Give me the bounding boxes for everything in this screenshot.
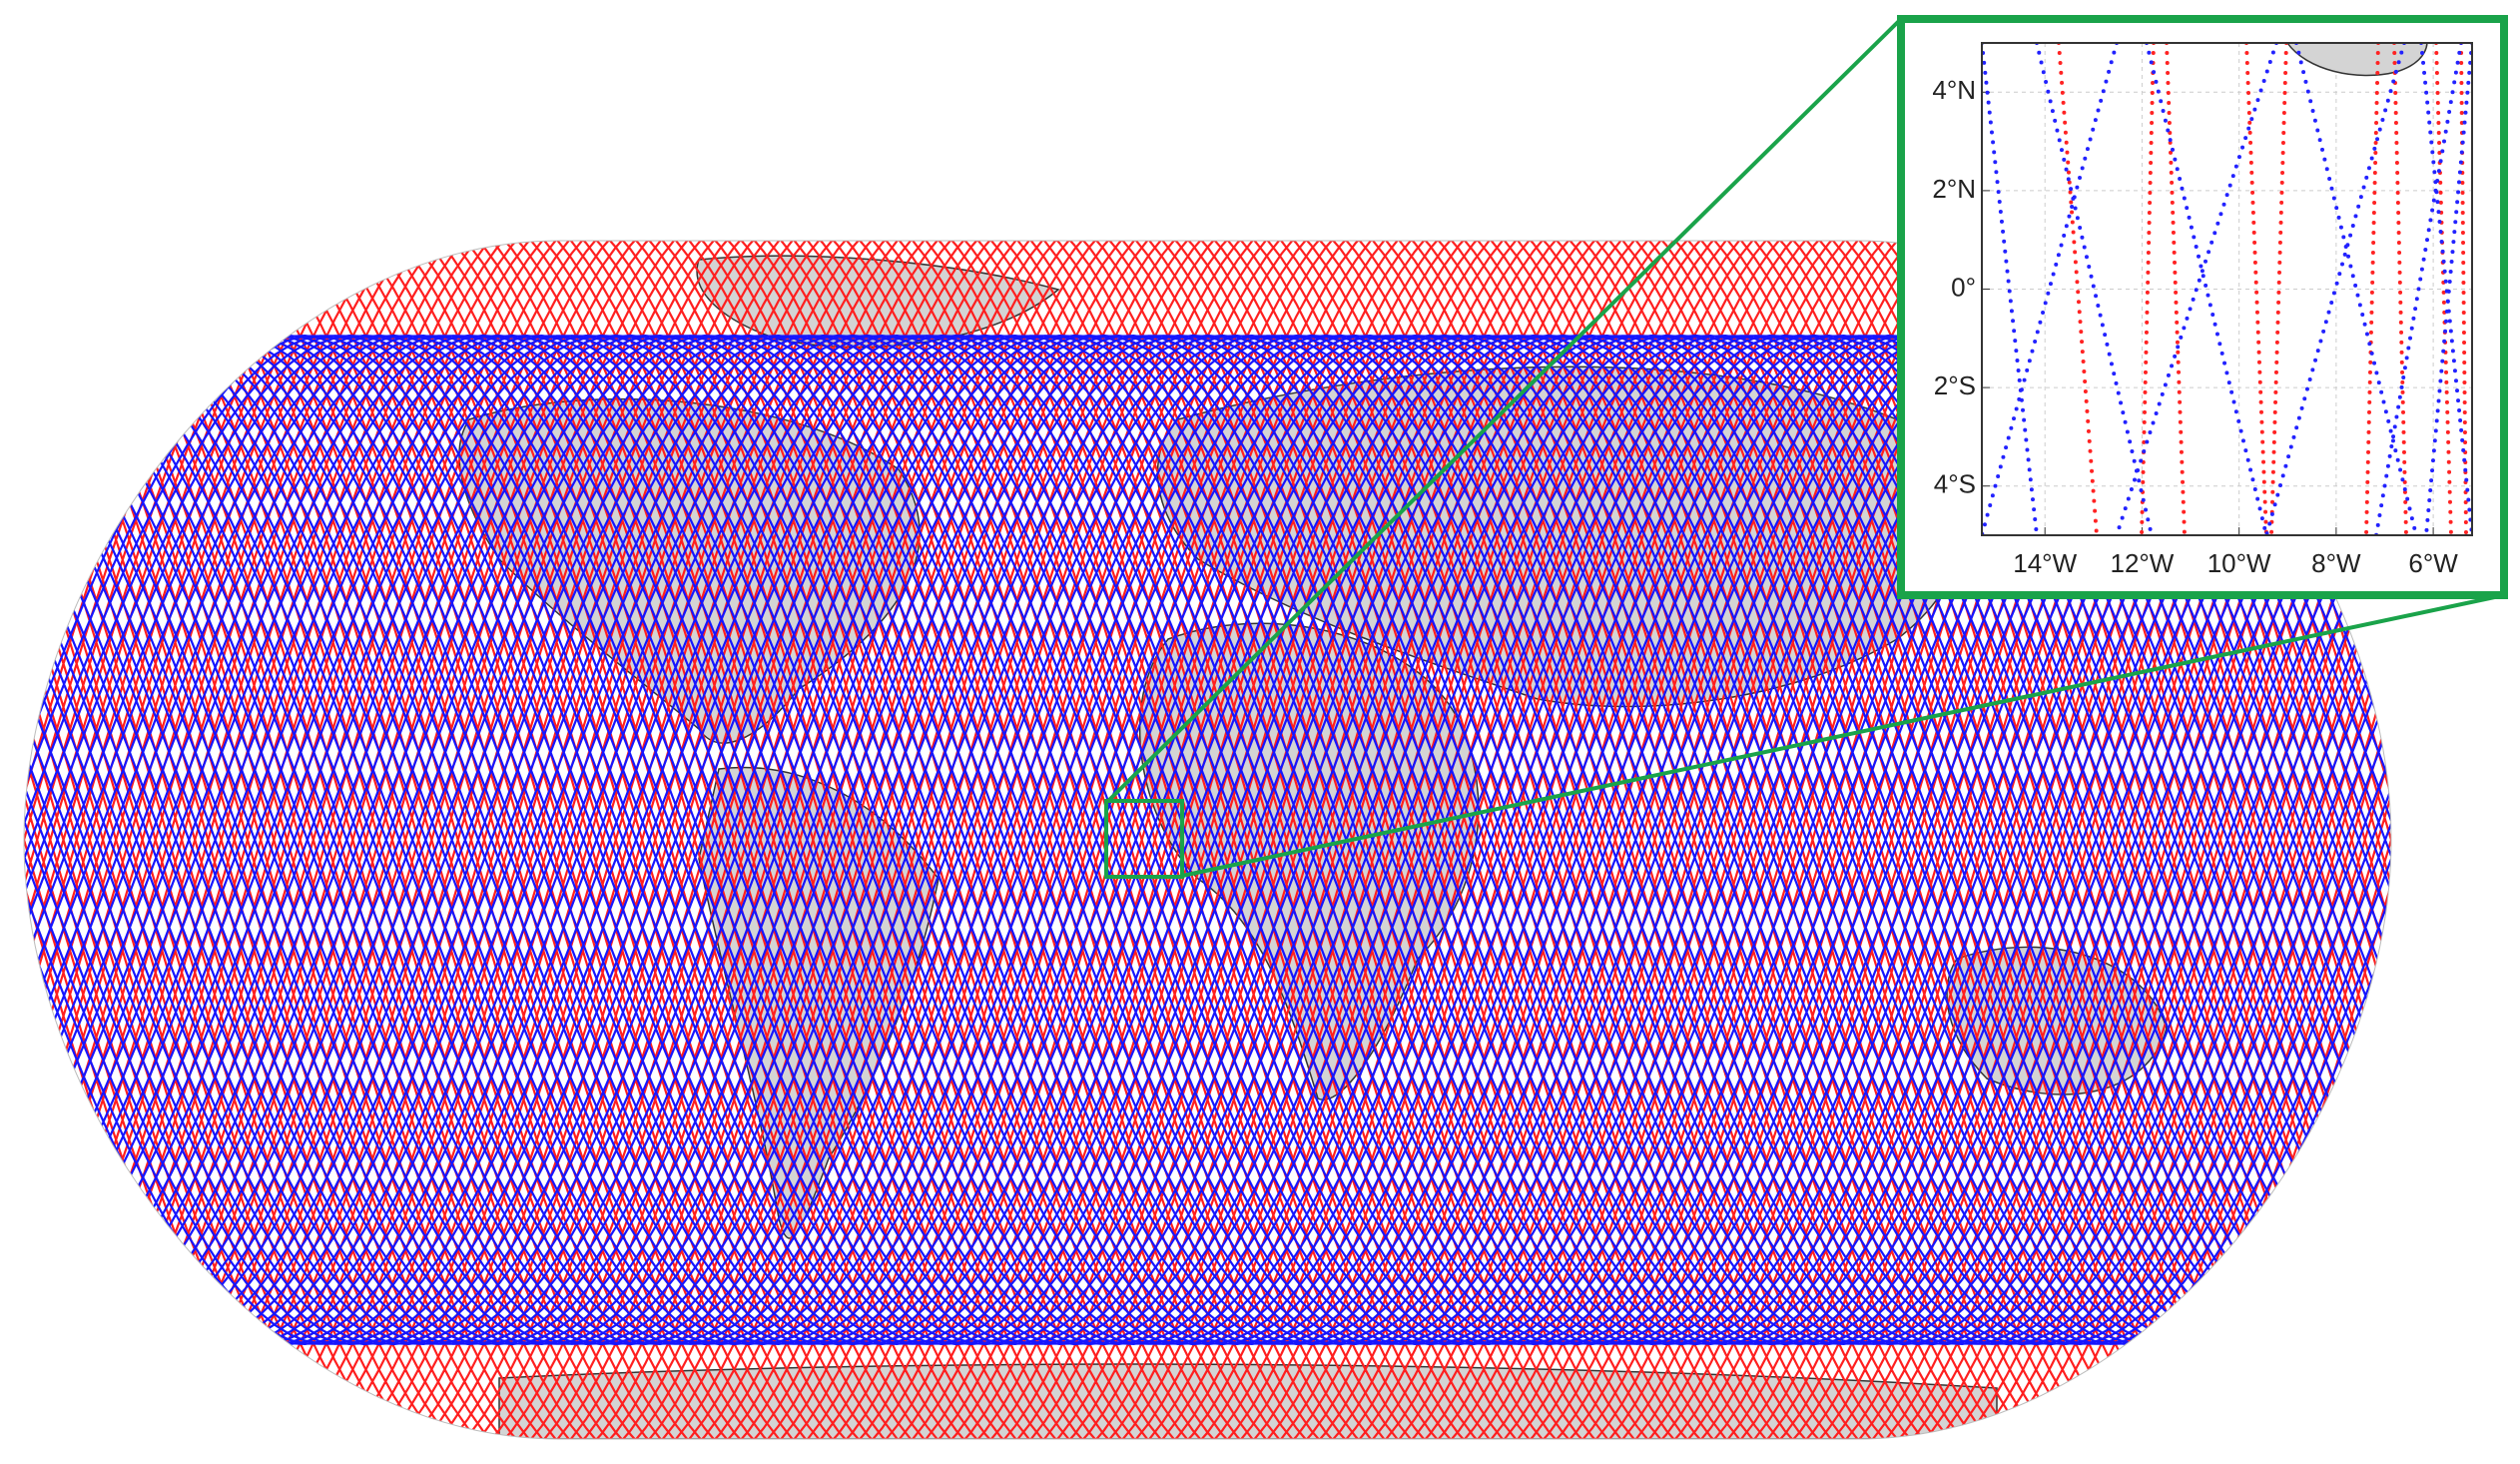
inset-red-track bbox=[2392, 43, 2408, 535]
inset-blue-track bbox=[2115, 43, 2278, 535]
lon-tick-label: 14°W bbox=[2013, 548, 2077, 578]
inset-labels: 4°N 2°N 0° 2°S 4°S 14°W 12°W 10°W 8°W 6°W bbox=[1932, 75, 2458, 578]
inset-red-track bbox=[2434, 43, 2453, 535]
lon-tick-label: 12°W bbox=[2110, 548, 2174, 578]
inset-tracks bbox=[1982, 43, 2472, 535]
inset-red-track bbox=[2244, 43, 2268, 535]
inset-land bbox=[2286, 43, 2428, 77]
inset-blue-track bbox=[1982, 43, 2039, 535]
zoom-box bbox=[1104, 799, 1184, 879]
zoom-connector bbox=[1106, 17, 1903, 803]
lon-tick-label: 6°W bbox=[2408, 548, 2458, 578]
inset-red-track bbox=[2459, 43, 2468, 535]
zoom-indicator bbox=[1104, 17, 2505, 879]
zoom-connector bbox=[1181, 593, 2505, 878]
inset-plot bbox=[1982, 43, 2472, 535]
inset-axes bbox=[1981, 42, 2473, 536]
blue-tracks bbox=[24, 334, 2391, 1346]
inset-panel: 4°N 2°N 0° 2°S 4°S 14°W 12°W 10°W 8°W 6°W bbox=[1897, 15, 2508, 599]
lon-tick-label: 8°W bbox=[2311, 548, 2361, 578]
ground-tracks bbox=[24, 241, 2391, 1439]
inset-red-track bbox=[2165, 43, 2187, 535]
lat-tick-label: 2°N bbox=[1932, 174, 1976, 204]
lat-tick-label: 2°S bbox=[1934, 370, 1976, 400]
inset-blue-track bbox=[2035, 43, 2154, 535]
inset-blue-track bbox=[2374, 43, 2463, 535]
lat-tick-label: 0° bbox=[1951, 272, 1976, 302]
inset-red-track bbox=[2269, 43, 2288, 535]
greenland bbox=[696, 255, 1060, 349]
lat-tick-label: 4°S bbox=[1934, 469, 1976, 499]
lon-tick-label: 10°W bbox=[2207, 548, 2271, 578]
inset-red-track bbox=[2364, 43, 2380, 535]
inset-frame bbox=[1897, 15, 2508, 599]
lat-tick-label: 4°N bbox=[1932, 75, 1976, 105]
